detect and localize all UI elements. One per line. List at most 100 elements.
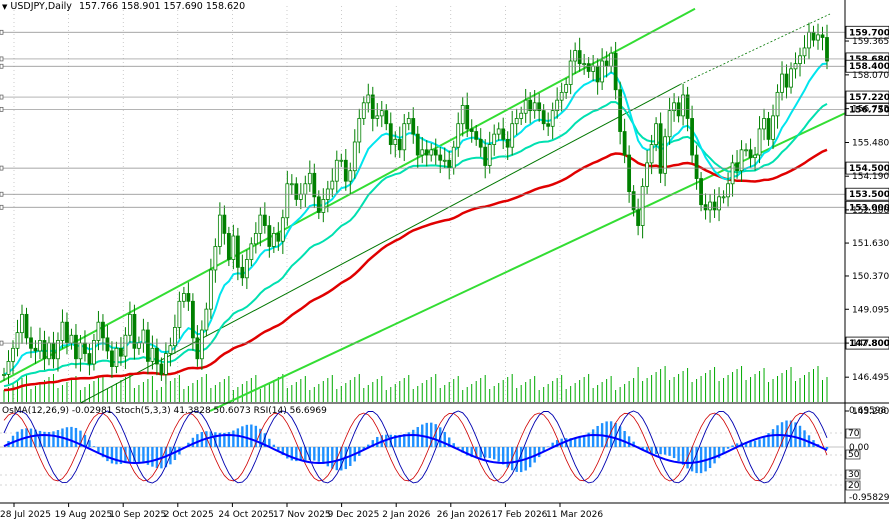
osma-bar xyxy=(489,447,491,458)
candle-body xyxy=(389,124,392,145)
y-tick-label: 152.900 xyxy=(852,206,889,216)
x-tick-label: 17 Nov 2025 xyxy=(273,510,331,520)
level-label: 20 xyxy=(848,481,860,491)
candle-body xyxy=(151,348,154,361)
osma-bar xyxy=(700,447,702,473)
level-handle xyxy=(0,192,3,196)
osma-bar xyxy=(331,447,333,469)
candle-body xyxy=(160,364,163,374)
level-label: 30 xyxy=(848,470,860,480)
candle-body xyxy=(700,179,703,205)
candle-body xyxy=(236,236,239,267)
candle-body xyxy=(758,129,761,155)
candle-body xyxy=(623,132,626,156)
candle-body xyxy=(547,124,550,127)
osma-bar xyxy=(66,427,68,447)
y-tick-label: 147.800 xyxy=(852,339,889,349)
x-tick-label: 10 Sep 2025 xyxy=(109,510,166,520)
candle-body xyxy=(214,246,217,270)
candle-body xyxy=(74,335,77,359)
candle-body xyxy=(592,66,595,71)
candle-body xyxy=(722,197,725,198)
candle-body xyxy=(79,343,82,359)
candle-body xyxy=(610,53,613,66)
candle-body xyxy=(605,61,608,66)
candle-body xyxy=(790,69,793,87)
candle-body xyxy=(313,173,316,197)
candle-body xyxy=(169,346,172,354)
candle-body xyxy=(7,361,10,374)
candle-body xyxy=(682,95,685,116)
y-tick-label: 155.480 xyxy=(852,139,889,149)
candle-body xyxy=(70,335,73,343)
candle-body xyxy=(97,322,100,340)
candle-body xyxy=(295,184,298,200)
osma-bar xyxy=(286,447,288,458)
candle-body xyxy=(371,95,374,119)
candle-body xyxy=(511,124,514,148)
candle-body xyxy=(524,100,527,113)
level-handle xyxy=(0,107,3,111)
osma-bar xyxy=(623,431,625,447)
osma-bar xyxy=(727,447,729,449)
level-label: 70 xyxy=(848,429,860,439)
osma-bar xyxy=(75,428,77,447)
candle-body xyxy=(34,348,37,351)
osma-bar xyxy=(250,425,252,447)
osma-label: OsMA(12,26,9) -0.02981 xyxy=(2,406,112,416)
candle-body xyxy=(448,160,451,168)
osma-bar xyxy=(673,447,675,458)
osma-bar xyxy=(318,447,320,462)
osma-bar xyxy=(412,430,414,447)
osma-bar xyxy=(619,426,621,447)
candle-body xyxy=(502,129,505,139)
candle-body xyxy=(475,132,478,140)
osma-bar xyxy=(97,447,99,452)
candle-body xyxy=(497,129,500,134)
candle-body xyxy=(178,301,181,327)
candle-body xyxy=(290,184,293,185)
candle-body xyxy=(47,343,50,359)
candle-body xyxy=(403,124,406,150)
candle-body xyxy=(281,218,284,242)
level-handle xyxy=(0,57,3,61)
candle-body xyxy=(110,351,113,367)
candle-body xyxy=(250,244,253,260)
osma-bar xyxy=(417,427,419,447)
candle-body xyxy=(20,314,23,332)
candle-body xyxy=(385,111,388,124)
osma-bar xyxy=(596,426,598,447)
candle-body xyxy=(362,103,365,119)
candle-body xyxy=(587,64,590,72)
candle-body xyxy=(470,129,473,132)
candle-body xyxy=(655,124,658,145)
candle-body xyxy=(457,124,460,148)
candle-body xyxy=(38,340,41,350)
candle-body xyxy=(785,74,788,87)
candle-body xyxy=(223,215,226,233)
y-tick-label: 149.095 xyxy=(852,305,889,315)
candle-body xyxy=(443,160,446,161)
candle-body xyxy=(196,338,199,359)
candle-body xyxy=(781,74,784,92)
candle-body xyxy=(520,113,523,118)
candle-body xyxy=(106,338,109,351)
candle-body xyxy=(731,163,734,184)
candle-body xyxy=(16,333,19,349)
candle-body xyxy=(628,155,631,192)
y-tick-label: 150.370 xyxy=(852,272,889,282)
candle-body xyxy=(713,202,716,210)
osma-bar xyxy=(826,447,828,449)
candle-body xyxy=(821,35,824,38)
candle-body xyxy=(218,215,221,246)
candle-body xyxy=(767,118,770,139)
candle-body xyxy=(578,51,581,64)
osma-scale-min: -0.95829 xyxy=(849,493,889,503)
candle-body xyxy=(128,314,131,335)
x-tick-label: 2 Oct 2025 xyxy=(164,510,214,520)
osma-bar xyxy=(52,431,54,447)
candle-body xyxy=(452,147,455,168)
osma-bar xyxy=(313,447,315,461)
candle-body xyxy=(137,343,140,348)
